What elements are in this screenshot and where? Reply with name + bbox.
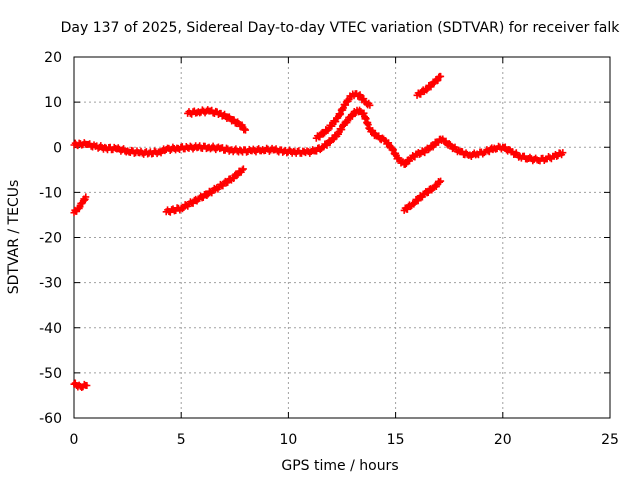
x-axis-label: GPS time / hours [281,458,398,474]
data-point [82,193,90,201]
x-tick-label: 10 [279,432,297,448]
y-tick-label: -30 [39,276,62,292]
series-arc-descending [162,165,247,216]
data-marker [526,153,534,161]
series-arc-late-low [400,177,445,214]
series-baseline [70,106,567,168]
y-tick-label: -50 [39,366,62,382]
data-marker [329,136,337,144]
y-tick-label: 20 [44,50,62,66]
y-tick-label: 10 [44,95,62,111]
data-marker [424,188,432,196]
chart-title: Day 137 of 2025, Sidereal Day-to-day VTE… [61,20,621,36]
data-marker [319,130,327,138]
x-tick-label: 5 [177,432,186,448]
data-point [366,101,374,109]
y-tick-label: -60 [39,411,62,427]
y-tick-label: -40 [39,321,62,337]
data-marker [338,126,346,134]
data-point [83,382,91,390]
data-marker [401,160,409,168]
series-arc-late-high [413,72,445,99]
y-axis-label: SDTVAR / TECUs [6,180,22,295]
data-point [239,165,247,173]
data-marker [436,178,444,186]
data-marker [233,171,241,179]
data-point [559,149,567,157]
data-marker [179,205,187,213]
x-tick-label: 25 [601,432,619,448]
x-tick-labels: 0 5 10 15 20 25 [70,432,619,448]
x-tick-label: 20 [494,432,512,448]
series-arc-early [70,193,90,217]
data-marker [332,118,340,126]
data-marker [203,192,211,200]
data-marker [316,133,324,141]
y-tick-label: -20 [39,231,62,247]
data-marker [241,125,249,133]
y-tick-label: -10 [39,185,62,201]
data-marker [416,150,424,158]
grid-lines [74,57,610,418]
data-point [242,126,250,134]
y-tick-label: 0 [53,140,62,156]
data-marker [356,106,364,114]
x-tick-label: 0 [70,432,79,448]
series-arc-hump [184,106,250,134]
series-arc-low [70,379,91,392]
data-marker [434,76,442,84]
data-marker [224,178,232,186]
series-arc-peak [312,90,374,142]
data-marker [423,86,431,94]
axis-ticks [73,56,611,419]
y-tick-labels: 20 10 0 -10 -20 -30 -40 -50 -60 [39,50,62,427]
data-marker [425,146,433,154]
x-tick-label: 15 [387,432,405,448]
data-point [437,177,445,185]
data-marker [238,166,246,174]
data-point [437,72,445,80]
data-markers [70,72,567,392]
